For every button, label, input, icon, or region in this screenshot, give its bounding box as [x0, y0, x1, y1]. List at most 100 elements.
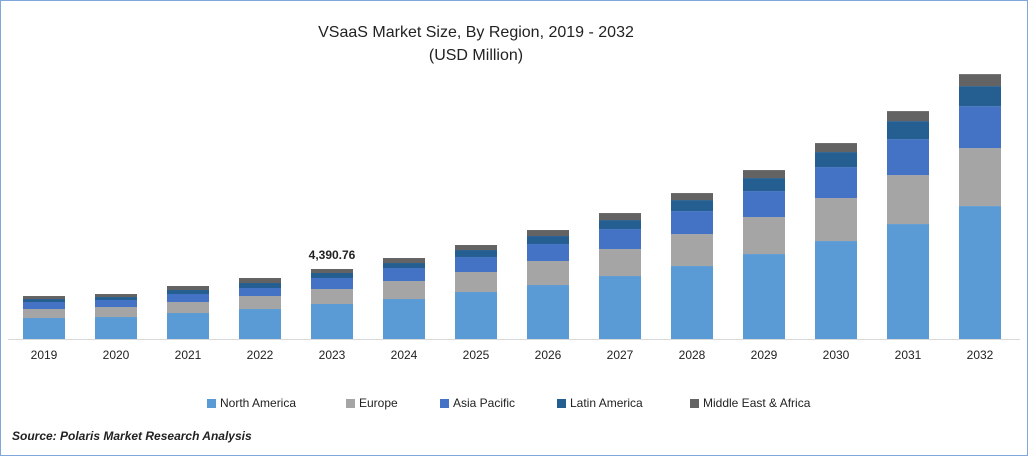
x-tick-label: 2022	[247, 348, 274, 362]
bar-segment	[23, 309, 65, 319]
chart-subtitle: (USD Million)	[429, 47, 523, 64]
legend-label: Asia Pacific	[453, 396, 515, 410]
bar-segment	[887, 175, 929, 225]
legend-swatch	[440, 399, 449, 408]
bar-segment	[959, 206, 1001, 339]
bar-segment	[23, 318, 65, 339]
bar-segment	[527, 261, 569, 286]
bar-segment	[815, 198, 857, 242]
bar-segment	[527, 244, 569, 262]
bar-segment	[167, 290, 209, 295]
bar-segment	[671, 211, 713, 235]
bar-segment	[95, 300, 137, 308]
bar-segment	[239, 288, 281, 297]
x-tick-label: 2019	[31, 348, 58, 362]
bar-segment	[239, 309, 281, 339]
x-tick-label: 2024	[391, 348, 418, 362]
bar-segment	[455, 245, 497, 251]
bar-segment	[815, 167, 857, 199]
x-tick-label: 2027	[607, 348, 634, 362]
bar-segment	[23, 299, 65, 303]
bar-segment	[959, 74, 1001, 87]
x-tick-label: 2032	[967, 348, 994, 362]
bar-segment	[599, 276, 641, 339]
legend-label: Middle East & Africa	[703, 396, 811, 410]
bar-segment	[455, 257, 497, 273]
bar-segment	[815, 241, 857, 339]
bar-segment	[311, 269, 353, 274]
bar-segment	[311, 289, 353, 305]
bar-segment	[383, 281, 425, 300]
bar-segment	[671, 200, 713, 212]
legend-swatch	[690, 399, 699, 408]
bar-segment	[167, 294, 209, 303]
bar-segment	[743, 217, 785, 255]
bar-segment	[167, 286, 209, 291]
legend-swatch	[346, 399, 355, 408]
bar-segment	[455, 250, 497, 258]
bar-segment	[959, 148, 1001, 207]
x-tick-label: 2020	[103, 348, 130, 362]
bar-segment	[599, 249, 641, 277]
total-label: 4,390.76	[309, 248, 356, 262]
bar-segment	[671, 266, 713, 339]
bar-segment	[383, 268, 425, 282]
x-tick-label: 2021	[175, 348, 202, 362]
bar-segment	[167, 313, 209, 339]
bar-segment	[887, 224, 929, 339]
bar-segment	[455, 292, 497, 339]
bar-segment	[383, 299, 425, 339]
bar-segment	[167, 302, 209, 314]
source: Source: Polaris Market Research Analysis	[12, 429, 252, 443]
legend-label: North America	[220, 396, 296, 410]
legend-swatch	[557, 399, 566, 408]
x-tick-label: 2026	[535, 348, 562, 362]
bar-segment	[599, 220, 641, 230]
x-tick-label: 2023	[319, 348, 346, 362]
bar-segment	[23, 296, 65, 300]
bar-segment	[599, 213, 641, 221]
bar-segment	[239, 283, 281, 289]
bar-segment	[239, 296, 281, 310]
bar-segment	[743, 254, 785, 339]
bar-segment	[599, 229, 641, 250]
bar-segment	[743, 170, 785, 179]
bar-segment	[959, 106, 1001, 149]
bar-segment	[383, 263, 425, 269]
bar-segment	[815, 152, 857, 168]
bar-segment	[455, 272, 497, 293]
bar-segment	[743, 191, 785, 218]
bar-segment	[671, 234, 713, 267]
x-tick-label: 2031	[895, 348, 922, 362]
x-tick-label: 2025	[463, 348, 490, 362]
bar-segment	[23, 302, 65, 310]
bar-segment	[383, 258, 425, 264]
bar-segment	[887, 139, 929, 176]
bar-segment	[95, 307, 137, 318]
bar-segment	[95, 317, 137, 339]
bar-segment	[527, 236, 569, 245]
bar-segment	[959, 86, 1001, 107]
x-tick-label: 2030	[823, 348, 850, 362]
bar-segment	[527, 285, 569, 339]
chart-title: VSaaS Market Size, By Region, 2019 - 203…	[318, 24, 634, 41]
x-tick-label: 2028	[679, 348, 706, 362]
bar-segment	[95, 297, 137, 301]
bar-segment	[311, 273, 353, 279]
bar-segment	[311, 278, 353, 290]
bar-segment	[743, 178, 785, 192]
legend-swatch	[207, 399, 216, 408]
bar-segment	[815, 143, 857, 153]
bar-segment	[671, 193, 713, 201]
bar-segment	[887, 121, 929, 140]
bar-segment	[527, 230, 569, 237]
bar-segment	[311, 304, 353, 339]
legend-label: Europe	[359, 396, 398, 410]
bar-segment	[887, 111, 929, 122]
bar-segment	[95, 294, 137, 298]
x-tick-label: 2029	[751, 348, 778, 362]
bar-segment	[239, 278, 281, 284]
legend-label: Latin America	[570, 396, 643, 410]
